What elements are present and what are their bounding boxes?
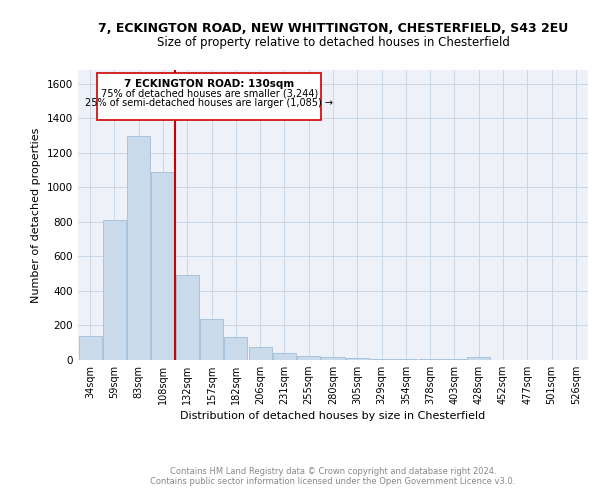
Text: Contains HM Land Registry data © Crown copyright and database right 2024.: Contains HM Land Registry data © Crown c… xyxy=(170,467,496,476)
Bar xyxy=(322,358,344,360)
Bar xyxy=(370,358,393,360)
Text: 25% of semi-detached houses are larger (1,085) →: 25% of semi-detached houses are larger (… xyxy=(85,98,333,108)
Bar xyxy=(127,136,150,360)
Bar xyxy=(97,74,321,120)
Bar xyxy=(394,358,418,360)
Text: 7, ECKINGTON ROAD, NEW WHITTINGTON, CHESTERFIELD, S43 2EU: 7, ECKINGTON ROAD, NEW WHITTINGTON, CHES… xyxy=(98,22,568,36)
Bar xyxy=(419,358,442,360)
Text: Contains public sector information licensed under the Open Government Licence v3: Contains public sector information licen… xyxy=(151,477,515,486)
Text: 7 ECKINGTON ROAD: 130sqm: 7 ECKINGTON ROAD: 130sqm xyxy=(124,79,294,89)
Text: 75% of detached houses are smaller (3,244): 75% of detached houses are smaller (3,24… xyxy=(101,89,318,99)
Bar xyxy=(443,358,466,360)
Bar xyxy=(224,336,247,360)
X-axis label: Distribution of detached houses by size in Chesterfield: Distribution of detached houses by size … xyxy=(181,412,485,422)
Bar xyxy=(176,276,199,360)
Text: Size of property relative to detached houses in Chesterfield: Size of property relative to detached ho… xyxy=(157,36,509,49)
Y-axis label: Number of detached properties: Number of detached properties xyxy=(31,128,41,302)
Bar xyxy=(79,336,101,360)
Bar xyxy=(200,320,223,360)
Bar xyxy=(273,353,296,360)
Bar xyxy=(103,220,126,360)
Bar xyxy=(346,358,369,360)
Bar xyxy=(248,347,272,360)
Bar xyxy=(467,356,490,360)
Bar xyxy=(297,356,320,360)
Bar xyxy=(151,172,175,360)
